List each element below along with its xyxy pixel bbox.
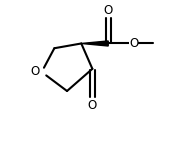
Text: O: O xyxy=(104,4,113,17)
Text: O: O xyxy=(129,37,138,50)
Polygon shape xyxy=(81,41,108,46)
Text: O: O xyxy=(31,66,40,78)
Text: O: O xyxy=(88,99,97,112)
